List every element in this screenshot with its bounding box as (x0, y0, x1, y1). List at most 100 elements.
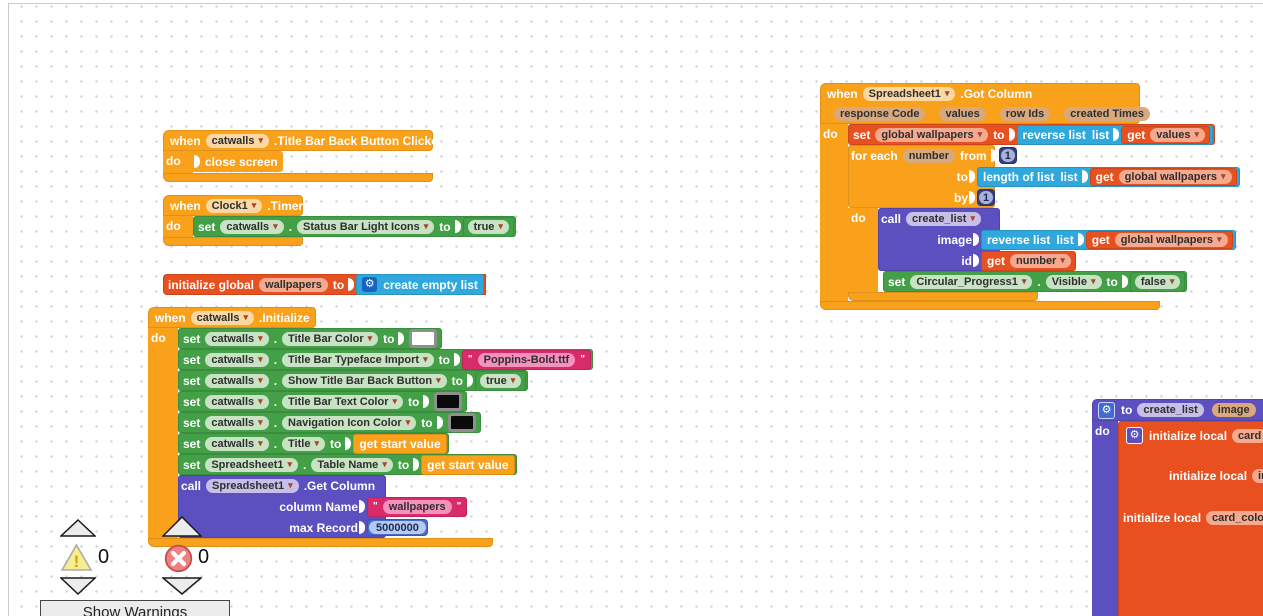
block-when-got-column[interactable]: when Spreadsheet1 .Got Column response C… (820, 83, 1240, 310)
block-length-of-list[interactable]: length of list list get global wallpaper… (977, 166, 1240, 187)
color-swatch-black[interactable] (447, 413, 476, 432)
property-dropdown[interactable]: Title Bar Color (282, 331, 379, 346)
error-count-icon[interactable] (164, 544, 193, 573)
property-dropdown[interactable]: Title Bar Typeface Import (282, 352, 434, 367)
component-dropdown[interactable]: catwalls (205, 373, 269, 388)
component-dropdown[interactable]: Spreadsheet1 (862, 86, 956, 101)
mutator-gear-icon[interactable]: ⚙ (362, 277, 378, 292)
property-dropdown[interactable]: Status Bar Light Icons (297, 219, 435, 234)
component-dropdown[interactable]: catwalls (205, 352, 269, 367)
property-dropdown[interactable]: Title (282, 436, 325, 451)
number-value-field[interactable]: 5000000 (369, 521, 426, 534)
local-variable-field[interactable]: img (1252, 468, 1263, 483)
block-number[interactable]: 1 (998, 147, 1017, 164)
block-set-show-back-button[interactable]: set catwalls . Show Title Bar Back Butto… (178, 370, 529, 391)
component-dropdown[interactable]: Circular_Progress1 (910, 274, 1033, 289)
block-get-start-value[interactable]: get start value (353, 433, 447, 454)
variable-dropdown[interactable]: global wallpapers (1114, 232, 1228, 247)
text-value-field[interactable]: Poppins-Bold.ttf (477, 352, 576, 367)
block-set-status-bar-light-icons[interactable]: set catwalls . Status Bar Light Icons to… (193, 216, 516, 237)
local-variable-field[interactable]: card (1232, 428, 1263, 443)
property-dropdown[interactable]: Show Title Bar Back Button (282, 373, 447, 388)
text-value-field[interactable]: wallpapers (382, 499, 452, 514)
component-dropdown[interactable]: catwalls (190, 310, 255, 325)
event-param[interactable]: response Code (834, 107, 926, 121)
component-dropdown[interactable]: Spreadsheet1 (205, 457, 299, 472)
property-dropdown[interactable]: Visible (1045, 274, 1102, 289)
error-nav-up-icon[interactable] (162, 516, 202, 537)
block-initialize-local-vars[interactable]: ⚙ initialize local card initialize local… (1118, 421, 1263, 616)
warning-count-icon[interactable]: ! (60, 543, 93, 572)
block-reverse-list[interactable]: reverse list list get global wallpapers (981, 229, 1236, 250)
number-value-field[interactable]: 1 (979, 191, 994, 204)
mutator-gear-icon[interactable]: ⚙ (1126, 427, 1143, 444)
variable-dropdown[interactable]: number (1010, 253, 1071, 268)
logic-value-dropdown[interactable]: true (467, 219, 509, 234)
block-set-circular-progress-visible[interactable]: set Circular_Progress1 . Visible to fals… (883, 271, 1188, 292)
show-warnings-button[interactable]: Show Warnings (40, 600, 230, 616)
variable-dropdown[interactable]: global wallpapers (875, 127, 989, 142)
warning-nav-up-icon[interactable] (60, 519, 96, 537)
local-variable-field[interactable]: card_colou (1206, 510, 1263, 525)
color-swatch-white[interactable] (409, 329, 438, 348)
block-set-title-bar-text-color[interactable]: set catwalls . Title Bar Text Color to (178, 391, 468, 412)
property-dropdown[interactable]: Navigation Icon Color (282, 415, 417, 430)
block-set-table-name[interactable]: set Spreadsheet1 . Table Name to get sta… (178, 454, 517, 475)
block-number[interactable]: 5000000 (367, 519, 428, 536)
component-dropdown[interactable]: catwalls (205, 331, 269, 346)
component-dropdown[interactable]: Clock1 (205, 198, 263, 213)
loop-variable-field[interactable]: number (902, 148, 956, 163)
component-dropdown[interactable]: Spreadsheet1 (206, 478, 299, 493)
component-dropdown[interactable]: catwalls (205, 415, 269, 430)
event-param[interactable]: created Times (1064, 107, 1151, 121)
logic-value-dropdown[interactable]: false (1134, 274, 1181, 289)
block-number[interactable]: 1 (977, 189, 996, 206)
block-reverse-list[interactable]: reverse list list get values (1016, 124, 1214, 145)
block-when-clock-timer[interactable]: when Clock1 .Timer do set catwalls . Sta… (163, 195, 516, 246)
component-dropdown[interactable]: catwalls (205, 133, 270, 148)
block-logic-true[interactable]: true (474, 370, 527, 391)
block-get-global-wallpapers[interactable]: get global wallpapers (1085, 230, 1233, 249)
block-procedure-create-list[interactable]: ⚙ to create_list image id do ⚙ initializ… (1092, 399, 1263, 616)
block-set-title-bar-color[interactable]: set catwalls . Title Bar Color to (178, 328, 443, 349)
variable-dropdown[interactable]: global wallpapers (1118, 169, 1232, 184)
mutator-gear-icon[interactable]: ⚙ (1098, 401, 1115, 419)
block-get-number[interactable]: get number (981, 250, 1076, 271)
block-logic-true[interactable]: true (462, 216, 514, 237)
block-set-navigation-icon-color[interactable]: set catwalls . Navigation Icon Color to (178, 412, 481, 433)
block-set-title-bar-typeface[interactable]: set catwalls . Title Bar Typeface Import… (178, 349, 593, 370)
block-get-global-wallpapers[interactable]: get global wallpapers (1089, 167, 1237, 186)
procedure-dropdown[interactable]: create_list (906, 211, 981, 226)
block-when-back-button-clicked[interactable]: when catwalls .Title Bar Back Button Cli… (163, 130, 445, 182)
color-swatch-black[interactable] (434, 392, 463, 411)
error-nav-down-icon[interactable] (162, 577, 202, 595)
event-param[interactable]: values (939, 107, 986, 121)
block-close-screen[interactable]: close screen (193, 151, 283, 172)
block-text-string[interactable]: " wallpapers " (367, 496, 468, 517)
procedure-name-field[interactable]: create_list (1137, 403, 1204, 417)
block-create-empty-list[interactable]: ⚙ create empty list (356, 274, 484, 295)
block-set-title[interactable]: set catwalls . Title to get start value (178, 433, 449, 454)
block-call-create-list[interactable]: call create_list image reverse list list (878, 208, 1236, 271)
block-logic-false[interactable]: false (1129, 271, 1186, 292)
property-dropdown[interactable]: Title Bar Text Color (282, 394, 404, 409)
event-param[interactable]: row Ids (999, 107, 1051, 121)
block-get-values[interactable]: get values (1121, 125, 1211, 144)
component-dropdown[interactable]: catwalls (205, 394, 269, 409)
block-set-global-wallpapers[interactable]: set global wallpapers to reverse list li… (848, 124, 1216, 145)
number-value-field[interactable]: 1 (1000, 149, 1015, 162)
logic-value-dropdown[interactable]: true (479, 373, 522, 388)
component-dropdown[interactable]: catwalls (205, 436, 269, 451)
block-text-string[interactable]: " Poppins-Bold.ttf " (461, 349, 591, 370)
block-for-each[interactable]: for each number from 1 to length of list (848, 145, 1240, 301)
variable-dropdown[interactable]: values (1150, 127, 1206, 142)
warning-nav-down-icon[interactable] (60, 577, 96, 595)
block-get-start-value[interactable]: get start value (421, 454, 515, 475)
property-dropdown[interactable]: Table Name (311, 457, 393, 472)
block-call-get-column[interactable]: call Spreadsheet1 .Get Column column Nam… (178, 475, 468, 538)
block-when-screen-initialize[interactable]: when catwalls .Initialize do set catwall… (148, 307, 593, 547)
block-initialize-global-wallpapers[interactable]: initialize global wallpapers to ⚙ create… (163, 274, 486, 295)
procedure-param[interactable]: image (1211, 403, 1256, 417)
variable-name-field[interactable]: wallpapers (259, 277, 328, 292)
component-dropdown[interactable]: catwalls (220, 219, 284, 234)
